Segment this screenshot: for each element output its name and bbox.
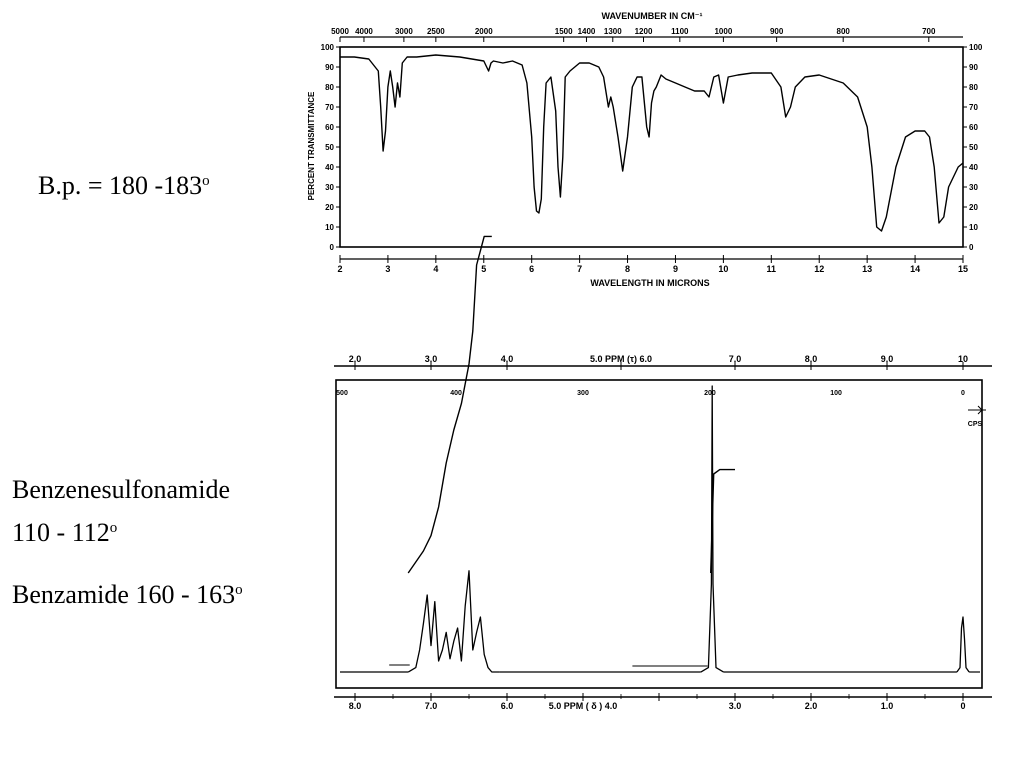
- nmr-series-singlet: [700, 385, 724, 673]
- ir-y-tick-label: 60: [325, 123, 334, 132]
- ir-top-tick-label: 1100: [671, 27, 689, 36]
- nmr-tau-tick-label: 8.0: [805, 354, 818, 364]
- ir-transmittance-line: [340, 54, 964, 232]
- ir-top-tick-label: 700: [922, 27, 936, 36]
- ir-x-tick-label: 15: [958, 264, 968, 274]
- nmr-cps-tick-label: 0: [961, 390, 965, 397]
- ir-y-tick-label: 70: [325, 103, 334, 112]
- ir-y-tick-label-right: 40: [969, 163, 978, 172]
- ir-top-tick-label: 800: [837, 27, 851, 36]
- nmr-x-tick-label: 7.0: [425, 701, 438, 711]
- nmr-cps-tick-label: 200: [704, 390, 716, 397]
- ir-y-tick-label: 20: [325, 203, 334, 212]
- ir-x-tick-label: 8: [625, 264, 630, 274]
- nmr-series-integral-ch3: [710, 468, 735, 574]
- nmr-x-tick-label: 1.0: [881, 701, 894, 711]
- ir-y-tick-label-right: 80: [969, 83, 978, 92]
- ir-x-tick-label: 9: [673, 264, 678, 274]
- ir-top-tick-label: 4000: [355, 27, 373, 36]
- ir-x-tick-label: 14: [910, 264, 920, 274]
- ir-x-tick-label: 6: [529, 264, 534, 274]
- ir-top-tick-label: 2000: [475, 27, 493, 36]
- ir-x-tick-label: 7: [577, 264, 582, 274]
- ir-spectrum-chart: WAVENUMBER IN CM⁻¹ WAVELENGTH IN MICRONS…: [307, 11, 983, 288]
- nmr-x-tick-label: 8.0: [349, 701, 362, 711]
- ir-top-tick-label: 1000: [714, 27, 732, 36]
- ir-y-tick-label-right: 0: [969, 243, 974, 252]
- ir-x-tick-label: 2: [337, 264, 342, 274]
- ir-top-tick-label: 900: [770, 27, 784, 36]
- ir-y-tick-label-right: 20: [969, 203, 978, 212]
- ir-x-tick-label: 12: [814, 264, 824, 274]
- ir-top-tick-label: 2500: [427, 27, 445, 36]
- ir-y-tick-label: 30: [325, 183, 334, 192]
- benzenesulfonamide-melting-range: 110 - 112o: [12, 518, 118, 547]
- ir-y-tick-label-right: 70: [969, 103, 978, 112]
- ir-y-tick-label: 90: [325, 63, 334, 72]
- ir-top-tick-label: 3000: [395, 27, 413, 36]
- nmr-x-tick-label: 6.0: [501, 701, 514, 711]
- ir-y-tick-label: 40: [325, 163, 334, 172]
- nmr-cps-tick-label: 400: [450, 390, 462, 397]
- nmr-tau-tick-label: 3.0: [425, 354, 438, 364]
- ir-y-tick-label-right: 100: [969, 43, 983, 52]
- ir-x-tick-label: 13: [862, 264, 872, 274]
- ir-y-tick-label-right: 90: [969, 63, 978, 72]
- nmr-tau-tick-label: 4.0: [501, 354, 514, 364]
- nmr-x-tick-label: 3.0: [729, 701, 742, 711]
- ir-y-tick-label-right: 60: [969, 123, 978, 132]
- ir-top-tick-label: 5000: [331, 27, 349, 36]
- nmr-x-tick-label: 2.0: [805, 701, 818, 711]
- ir-y-tick-label: 80: [325, 83, 334, 92]
- nmr-tau-tick-label: 7.0: [729, 354, 742, 364]
- ir-top-tick-label: 1400: [578, 27, 596, 36]
- nmr-tau-tick-label: 5.0 PPM (τ) 6.0: [590, 354, 652, 364]
- benzenesulfonamide-name: Benzenesulfonamide: [12, 475, 231, 504]
- ir-y-tick-label: 10: [325, 223, 334, 232]
- ir-x-tick-label: 11: [767, 264, 777, 274]
- nmr-spectrum-chart: CPS 8.0 7.0 6.0 5.0 PPM ( δ ) 4.0 3.0 2.0 1.0 0…: [334, 235, 992, 711]
- nmr-series-reference: [956, 616, 970, 673]
- nmr-cps-tick-label: 300: [577, 390, 589, 397]
- ir-x-tick-label: 4: [433, 264, 438, 274]
- ir-top-tick-label: 1300: [604, 27, 622, 36]
- ir-y-tick-label: 0: [330, 243, 335, 252]
- ir-top-axis-title: WAVENUMBER IN CM⁻¹: [601, 11, 702, 21]
- nmr-x-tick-label: 0: [960, 701, 965, 711]
- nmr-series-integral: [407, 235, 492, 574]
- ir-y-tick-label-right: 10: [969, 223, 978, 232]
- nmr-cps-arrow-icon: [968, 405, 986, 415]
- benzamide-melting-label: Benzamide 160 - 163o: [12, 580, 243, 609]
- nmr-cps-tick-label: 100: [830, 390, 842, 397]
- nmr-series-spectrum: [407, 570, 500, 673]
- ir-y-tick-label: 100: [321, 43, 335, 52]
- ir-top-tick-label: 1200: [635, 27, 653, 36]
- nmr-cps-label: CPS: [968, 421, 983, 428]
- ir-x-axis-title: WAVELENGTH IN MICRONS: [590, 278, 709, 288]
- ir-y-tick-label-right: 30: [969, 183, 978, 192]
- nmr-x-tick-label: 5.0 PPM ( δ ) 4.0: [549, 701, 617, 711]
- ir-top-tick-label: 1500: [555, 27, 573, 36]
- ir-y-axis-title: PERCENT TRANSMITTANCE: [307, 91, 316, 200]
- nmr-cps-tick-label: 500: [336, 390, 348, 397]
- nmr-tau-tick-label: 10: [958, 354, 968, 364]
- ir-y-tick-label-right: 50: [969, 143, 978, 152]
- ir-x-tick-label: 3: [385, 264, 390, 274]
- ir-x-tick-label: 10: [718, 264, 728, 274]
- ir-x-tick-label: 5: [481, 264, 486, 274]
- boiling-point-label: B.p. = 180 -183o: [38, 171, 210, 200]
- nmr-plot-frame: [335, 379, 983, 689]
- nmr-tau-tick-label: 9.0: [881, 354, 894, 364]
- nmr-tau-tick-label: 2.0: [349, 354, 362, 364]
- ir-y-tick-label: 50: [325, 143, 334, 152]
